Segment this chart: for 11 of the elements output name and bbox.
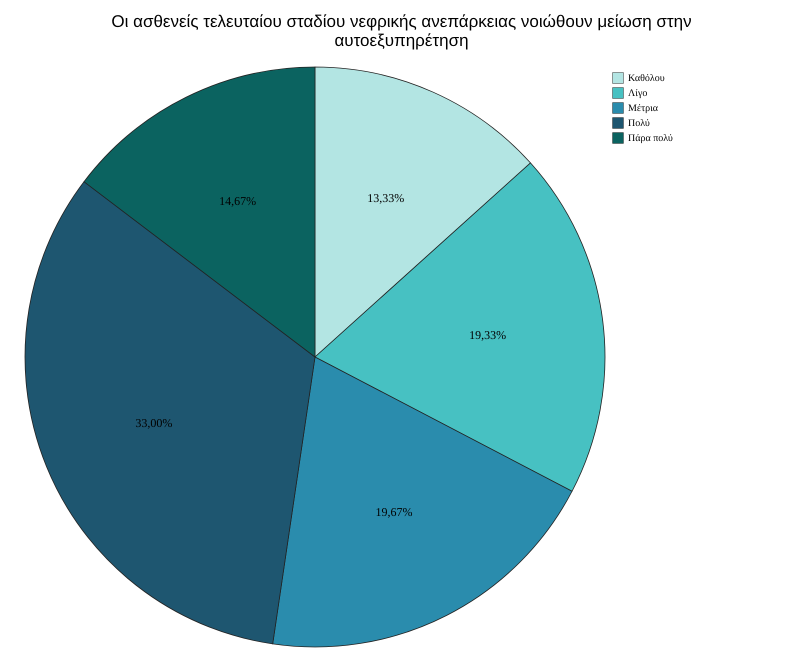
data-label: 33,00% (135, 416, 172, 430)
chart-title: Οι ασθενείς τελευταίου σταδίου νεφρικής ανεπάρκειας νοιώθουν μείωση στην αυτοεξυπηρέτηση (111, 12, 692, 50)
legend-label: Καθόλου (628, 73, 665, 84)
data-label: 19,33% (469, 328, 506, 342)
legend-label: Πάρα πολύ (628, 133, 673, 144)
legend-label: Λίγο (628, 88, 648, 99)
legend-label: Μέτρια (628, 103, 659, 114)
data-label: 13,33% (367, 191, 404, 206)
data-label: 19,67% (376, 505, 413, 520)
data-label: 14,67% (219, 194, 256, 208)
legend-label: Πολύ (628, 118, 650, 129)
